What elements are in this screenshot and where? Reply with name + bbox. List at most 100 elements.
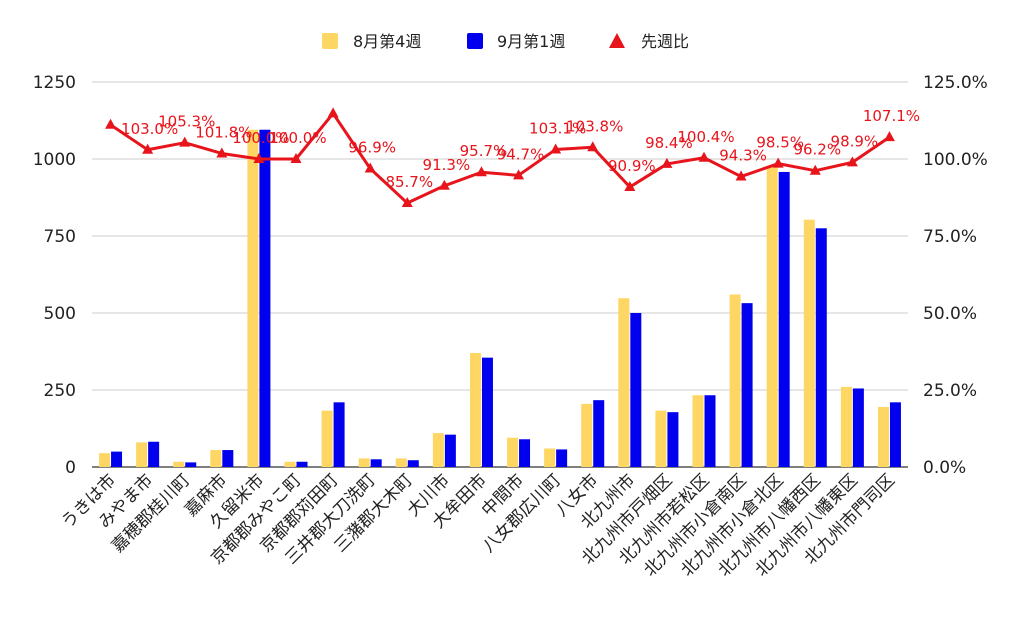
ratio-data-label: 103.1% <box>529 119 586 137</box>
ratio-data-label: 100.4% <box>677 128 734 146</box>
ratio-data-label: 90.9% <box>608 157 656 175</box>
bar-2 <box>852 388 864 467</box>
right-tick-label: 50.0% <box>923 304 977 324</box>
ratio-point <box>364 162 376 173</box>
bar-2 <box>593 400 605 467</box>
bar-1 <box>766 166 778 467</box>
ratio-point <box>142 143 154 154</box>
legend-swatch-series-1 <box>322 33 338 49</box>
ratio-data-label: 94.7% <box>497 145 545 163</box>
left-tick-label: 750 <box>44 227 76 247</box>
ratio-data-label: 100.0% <box>269 129 326 147</box>
left-tick-label: 1250 <box>33 73 76 93</box>
bar-1 <box>173 461 185 467</box>
left-axis-ticks: 0 250 500 750 1000 1250 <box>33 73 76 478</box>
ratio-point <box>290 153 302 163</box>
left-tick-label: 250 <box>44 381 76 401</box>
ratio-point <box>883 131 895 142</box>
ratio-point <box>624 181 636 192</box>
ratio-point <box>401 197 413 208</box>
ratio-point <box>513 169 525 180</box>
ratio-point <box>772 157 784 168</box>
bar-1 <box>136 442 148 467</box>
ratio-data-label: 98.4% <box>645 134 693 152</box>
ratio-point <box>327 107 339 118</box>
bar-1 <box>877 406 889 467</box>
bar-2 <box>296 461 308 467</box>
bar-2 <box>259 129 271 468</box>
ratio-data-label: 96.9% <box>348 139 396 157</box>
ratio-data-label: 105.3% <box>158 113 215 131</box>
legend-marker-line-series <box>609 33 625 48</box>
bar-2 <box>444 434 456 467</box>
bar-1 <box>581 403 593 467</box>
bar-1 <box>729 294 741 467</box>
ratio-point <box>438 179 450 190</box>
bar-2 <box>556 449 568 467</box>
right-tick-label: 25.0% <box>923 381 977 401</box>
bar-2 <box>778 171 790 467</box>
ratio-point <box>846 156 858 167</box>
ratio-point <box>587 141 599 152</box>
bar-2 <box>111 451 123 467</box>
ratio-data-label: 85.7% <box>385 173 433 191</box>
bar-1 <box>432 433 444 467</box>
data-labels: 103.0%105.3%101.8%100.0%100.0%96.9%85.7%… <box>121 107 920 191</box>
bar-2 <box>667 412 679 467</box>
bar-1 <box>469 353 481 467</box>
bar-1 <box>692 395 704 467</box>
ratio-point <box>179 136 191 147</box>
left-tick-label: 1000 <box>33 150 76 170</box>
right-tick-label: 100.0% <box>923 150 988 170</box>
bar-2 <box>407 460 419 467</box>
ratio-data-label: 101.8% <box>195 123 252 141</box>
bar-1 <box>803 219 815 467</box>
bar-2 <box>222 450 234 467</box>
bar-1 <box>618 298 630 467</box>
ratio-point <box>809 164 821 175</box>
ratio-data-label: 98.9% <box>831 132 879 150</box>
ratio-point <box>253 153 265 163</box>
ratio-point <box>475 166 487 177</box>
ratio-data-label: 95.7% <box>460 142 508 160</box>
legend: 8月第4週 9月第1週 先週比 <box>322 32 689 51</box>
bar-1 <box>544 448 556 467</box>
ratio-data-label: 107.1% <box>863 107 920 125</box>
ratio-point <box>661 157 673 168</box>
ratio-data-label: 98.5% <box>756 134 804 152</box>
legend-label-line-series: 先週比 <box>641 32 689 51</box>
bar-2 <box>815 228 827 467</box>
bar-1 <box>247 129 259 468</box>
bar-2 <box>148 441 160 467</box>
bar-2 <box>333 402 345 467</box>
right-tick-label: 0.0% <box>923 458 966 478</box>
bar-2 <box>519 439 531 467</box>
bar-1 <box>210 450 222 467</box>
bar-2 <box>481 357 493 467</box>
bar-1 <box>507 437 519 467</box>
ratio-data-label: 96.2% <box>793 141 841 159</box>
bar-1 <box>840 386 852 467</box>
ratio-data-label: 103.0% <box>121 120 178 138</box>
ratio-point <box>105 118 117 129</box>
category-labels: うきは市みやま市嘉穂郡桂川町嘉麻市久留米市京都郡みやこ町京都郡苅田町三井郡大刀洗… <box>58 470 899 580</box>
bar-1 <box>284 461 296 467</box>
ratio-point <box>698 151 710 162</box>
legend-label-series-1: 8月第4週 <box>353 32 421 51</box>
right-tick-label: 75.0% <box>923 227 977 247</box>
legend-label-series-2: 9月第1週 <box>497 32 565 51</box>
ratio-point <box>550 143 562 154</box>
ratio-data-label: 91.3% <box>423 156 471 174</box>
bar-2 <box>630 313 642 467</box>
bar-2 <box>889 402 901 467</box>
ratio-point <box>735 170 747 181</box>
bars <box>99 129 901 468</box>
left-tick-label: 500 <box>44 304 76 324</box>
ratio-data-label: 100.0% <box>232 129 289 147</box>
bar-1 <box>99 453 111 467</box>
bar-1 <box>321 410 333 467</box>
left-tick-label: 0 <box>65 458 76 478</box>
line-series <box>105 107 895 208</box>
ratio-data-label: 103.8% <box>566 117 623 135</box>
